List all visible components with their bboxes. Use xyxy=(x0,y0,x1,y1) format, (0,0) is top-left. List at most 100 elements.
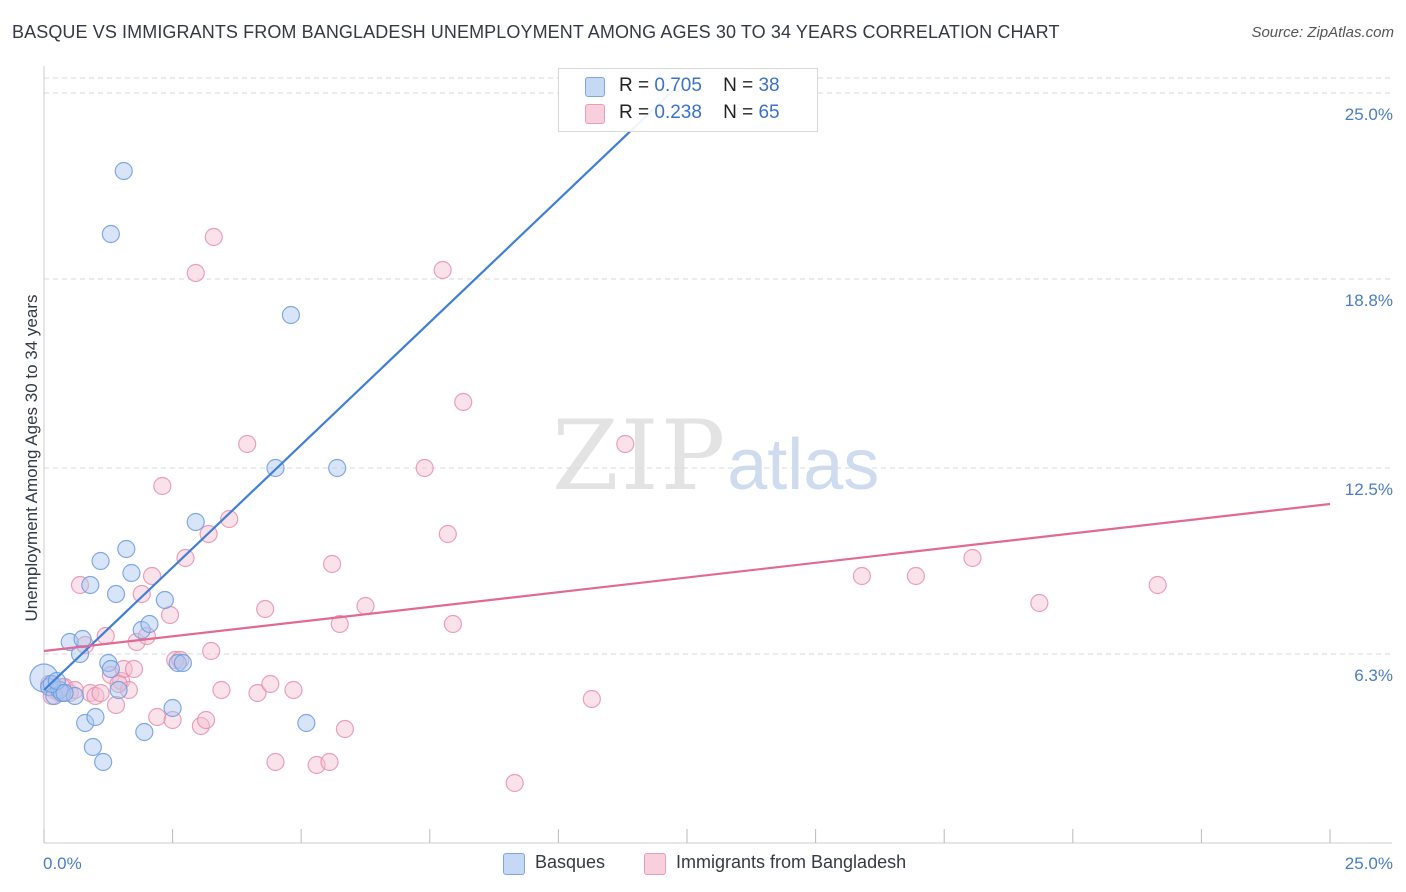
bangladesh-point xyxy=(1030,593,1049,613)
bangladesh-point xyxy=(616,434,635,454)
watermark-zip: ZIP xyxy=(552,400,728,512)
basques-point xyxy=(155,590,174,610)
legend-n-label: N = xyxy=(723,75,754,96)
basques-point xyxy=(140,614,159,634)
bangladesh-point xyxy=(86,686,105,706)
bangladesh-point xyxy=(171,650,190,670)
basques-trend-line xyxy=(43,86,678,691)
bangladesh-point xyxy=(322,554,342,574)
bangladesh-point xyxy=(204,227,223,247)
bangladesh-point xyxy=(505,773,524,793)
x-tick-label: 0.0% xyxy=(43,854,82,873)
basques-point xyxy=(83,737,102,757)
basques-point xyxy=(281,305,301,325)
basques-point xyxy=(101,224,120,244)
y-axis-label: Unemployment Among Ages 30 to 34 years xyxy=(22,295,41,622)
bangladesh-point xyxy=(582,689,601,709)
basques-point xyxy=(91,551,110,571)
tick-labels: 6.3% 12.5% 18.8% 25.0% 0.0% 25.0% xyxy=(43,105,1393,873)
basques-point xyxy=(76,713,95,733)
basques-point xyxy=(328,458,347,478)
bangladesh-point xyxy=(220,509,239,529)
bangladesh-point xyxy=(81,683,100,703)
basques-point xyxy=(297,713,316,733)
basques-point xyxy=(81,575,100,595)
bangladesh-point xyxy=(266,752,285,772)
bangladesh-trend-line xyxy=(43,502,1331,653)
legend-swatch-basques xyxy=(585,77,605,97)
bangladesh-point xyxy=(284,680,303,700)
axes xyxy=(43,66,1392,844)
stats-legend: R = 0.705 N = 38 R = 0.238 N = 65 xyxy=(558,68,818,132)
bangladesh-point xyxy=(248,683,267,703)
bangladesh-point xyxy=(906,566,926,586)
bangladesh-point xyxy=(852,566,871,586)
legend-r-value: 0.705 xyxy=(654,75,702,96)
bangladesh-point xyxy=(261,674,280,694)
bangladesh-point xyxy=(109,674,128,694)
bangladesh-point xyxy=(238,434,257,454)
basques-point xyxy=(173,653,192,673)
chart-title: BASQUE VS IMMIGRANTS FROM BANGLADESH UNE… xyxy=(12,22,1060,42)
y-tick-label: 6.3% xyxy=(1354,666,1393,685)
bangladesh-point xyxy=(320,752,339,772)
x-tick-label: 25.0% xyxy=(1345,854,1393,873)
basques-point xyxy=(109,680,128,700)
legend-r-value: 0.238 xyxy=(654,102,702,123)
basques-point xyxy=(114,161,133,181)
bangladesh-point xyxy=(433,260,452,280)
bangladesh-point xyxy=(443,614,463,634)
bangladesh-point xyxy=(124,659,144,679)
y-tick-label: 18.8% xyxy=(1345,291,1393,310)
bangladesh-point xyxy=(148,707,167,727)
bottom-legend-swatch-bangladesh xyxy=(644,853,666,875)
bangladesh-point xyxy=(356,596,375,616)
bangladesh-point xyxy=(963,548,982,568)
bangladesh-point xyxy=(132,584,151,604)
bangladesh-point xyxy=(330,614,349,634)
bangladesh-point xyxy=(212,680,231,700)
legend-n-label: N = xyxy=(723,102,754,123)
basques-point xyxy=(122,563,141,583)
basques-point xyxy=(163,698,182,718)
trend-lines xyxy=(43,86,1331,691)
bangladesh-point xyxy=(1148,575,1167,595)
bangladesh-point xyxy=(335,719,355,739)
bangladesh-point xyxy=(176,548,195,568)
basques-point xyxy=(186,512,205,532)
bangladesh-point xyxy=(142,566,162,586)
bangladesh-point xyxy=(438,524,457,544)
y-tick-label: 12.5% xyxy=(1345,480,1393,499)
series-bangladesh-points xyxy=(40,227,1167,793)
y-tick-label: 25.0% xyxy=(1345,105,1393,124)
bangladesh-point xyxy=(415,458,434,478)
watermark: ZIPatlas xyxy=(552,400,879,512)
bangladesh-point xyxy=(106,695,126,715)
bangladesh-point xyxy=(256,599,275,619)
bangladesh-point xyxy=(119,680,138,700)
bottom-legend-swatch-basques xyxy=(503,853,525,875)
basques-point xyxy=(168,653,187,673)
legend-n-value: 38 xyxy=(758,75,780,96)
basques-point xyxy=(86,707,105,727)
basques-point xyxy=(55,683,74,703)
watermark-atlas: atlas xyxy=(727,425,880,505)
legend-r-label: R = xyxy=(619,102,650,123)
source-label: Source: ZipAtlas.com xyxy=(1251,24,1394,41)
legend-r-label: R = xyxy=(619,75,650,96)
bangladesh-point xyxy=(454,392,473,412)
bottom-legend-label-bangladesh: Immigrants from Bangladesh xyxy=(676,852,907,872)
basques-point xyxy=(135,722,154,742)
basques-point xyxy=(106,584,126,604)
bottom-legend-label-basques: Basques xyxy=(535,852,606,872)
bangladesh-point xyxy=(153,476,172,496)
basques-point xyxy=(94,752,113,772)
legend-n-value: 65 xyxy=(758,102,780,123)
basques-point xyxy=(117,539,136,559)
legend-swatch-bangladesh xyxy=(585,104,605,124)
bangladesh-point xyxy=(202,641,221,661)
bangladesh-point xyxy=(91,683,110,703)
bangladesh-point xyxy=(196,710,216,730)
grid-lines xyxy=(44,77,1392,655)
